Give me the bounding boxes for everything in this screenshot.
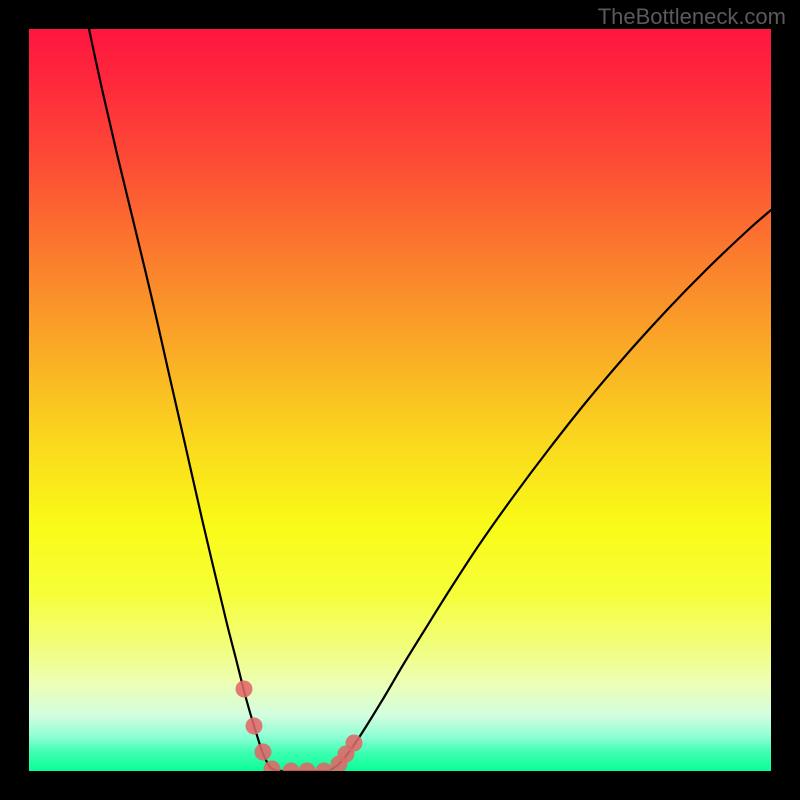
marker-point [346,735,363,752]
marker-point [246,718,263,735]
bottleneck-chart [29,29,771,771]
marker-point [255,744,272,761]
marker-point [236,681,253,698]
chart-svg [29,29,771,771]
gradient-rect [29,29,771,771]
watermark-text: TheBottleneck.com [598,4,786,30]
